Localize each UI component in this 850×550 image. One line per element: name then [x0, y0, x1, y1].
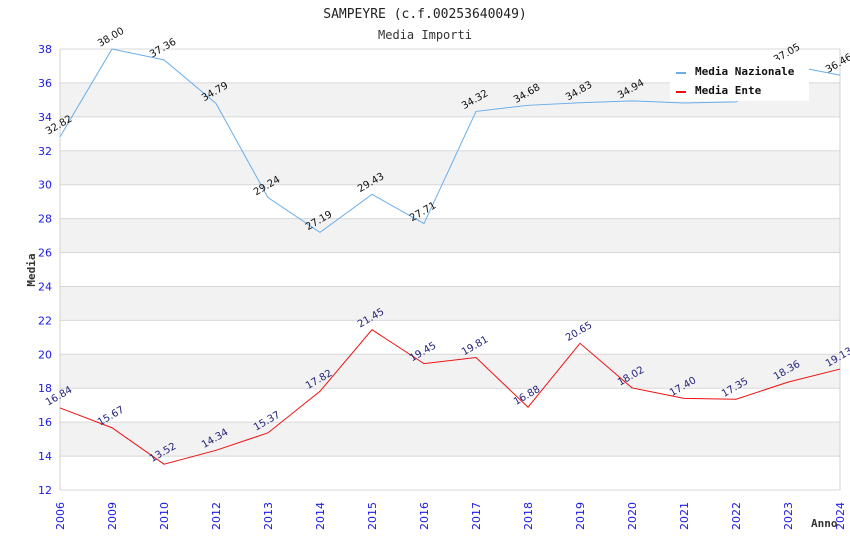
legend-label-nazionale: Media Nazionale — [695, 65, 795, 78]
series-line-nazionale — [59, 48, 841, 233]
grid-band — [60, 218, 840, 253]
legend-swatch-nazionale — [676, 72, 686, 74]
grid-band — [60, 388, 840, 423]
x-tick-label: 2013 — [262, 502, 275, 530]
series-line-ente — [59, 329, 841, 465]
y-tick-label: 34 — [38, 111, 52, 124]
grid-band — [60, 116, 840, 151]
gridlines — [59, 48, 841, 491]
x-tick-label: 2015 — [366, 502, 379, 530]
x-tick-label: 2012 — [210, 502, 223, 530]
grid-bands — [60, 49, 840, 490]
x-tick-label: 2010 — [158, 502, 171, 530]
x-tick-label: 2016 — [418, 502, 431, 530]
x-tick-label: 2021 — [678, 502, 691, 530]
chart-subtitle: Media Importi — [378, 28, 472, 42]
y-tick-label: 32 — [38, 145, 52, 158]
x-tick-label: 2009 — [106, 502, 119, 530]
y-tick-label: 24 — [38, 280, 52, 293]
y-tick-label: 26 — [38, 247, 52, 260]
y-tick-label: 38 — [38, 43, 52, 56]
x-tick-label: 2024 — [834, 502, 847, 530]
grid-band — [60, 422, 840, 457]
grid-band — [60, 354, 840, 389]
y-axis-label: Media — [25, 253, 38, 286]
grid-band — [60, 252, 840, 287]
y-tick-label: 14 — [38, 450, 52, 463]
x-tick-label: 2019 — [574, 502, 587, 530]
x-axis-label: Anno — [811, 517, 838, 530]
legend-label-ente: Media Ente — [695, 84, 762, 97]
legend-swatch-ente — [676, 91, 686, 93]
x-tick-label: 2018 — [522, 502, 535, 530]
y-axis-ticks: 12 14 16 18 20 22 24 26 28 30 32 34 36 38 — [38, 43, 52, 497]
x-axis-ticks: 2006 2009 2010 2012 2013 2014 2015 2016 2017 2018… — [54, 502, 847, 530]
y-tick-label: 22 — [38, 314, 52, 327]
y-tick-label: 36 — [38, 77, 52, 90]
legend-box — [670, 60, 809, 101]
y-tick-label: 30 — [38, 179, 52, 192]
data-label: 38.00 — [96, 26, 126, 50]
legend: Media Nazionale Media Ente — [670, 60, 809, 101]
y-tick-label: 12 — [38, 484, 52, 497]
y-tick-label: 28 — [38, 213, 52, 226]
x-tick-label: 2022 — [730, 502, 743, 530]
x-tick-label: 2017 — [470, 502, 483, 530]
chart-title: SAMPEYRE (c.f.00253640049) — [323, 7, 527, 22]
grid-band — [60, 184, 840, 219]
x-tick-label: 2006 — [54, 502, 67, 530]
grid-band — [60, 456, 840, 490]
x-tick-label: 2020 — [626, 502, 639, 530]
y-tick-label: 16 — [38, 416, 52, 429]
x-tick-label: 2014 — [314, 502, 327, 530]
y-tick-label: 20 — [38, 348, 52, 361]
x-tick-label: 2023 — [782, 502, 795, 530]
grid-band — [60, 286, 840, 321]
y-tick-label: 18 — [38, 382, 52, 395]
grid-band — [60, 320, 840, 355]
